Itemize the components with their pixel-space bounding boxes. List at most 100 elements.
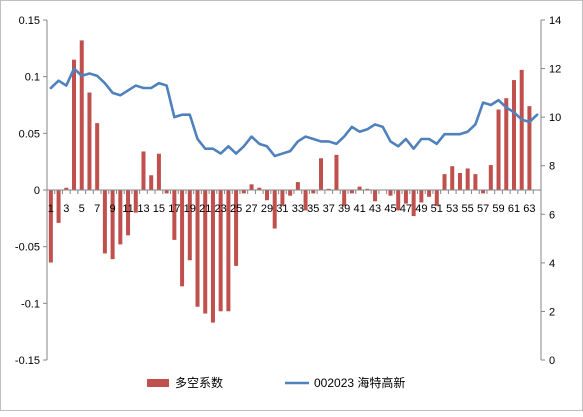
bar-1 xyxy=(48,190,53,263)
bar-36 xyxy=(319,158,324,190)
bar-61 xyxy=(511,80,516,190)
bar-32 xyxy=(288,190,293,196)
bar-56 xyxy=(473,174,478,190)
bar-40 xyxy=(349,190,354,194)
bar-41 xyxy=(357,186,362,190)
x-tick-label: 43 xyxy=(369,203,381,215)
x-tick-label: 27 xyxy=(245,203,257,215)
x-tick-label: 29 xyxy=(261,203,273,215)
bar-2 xyxy=(56,190,61,223)
x-tick-label: 11 xyxy=(122,203,133,215)
right-tick-label: 14 xyxy=(549,15,561,27)
x-tick-label: 45 xyxy=(384,203,396,215)
x-tick-label: 9 xyxy=(110,203,116,215)
left-tick-label: -0.15 xyxy=(15,355,40,367)
bar-45 xyxy=(388,190,393,196)
bar-20 xyxy=(195,190,200,307)
bar-30 xyxy=(272,190,277,229)
x-tick-label: 39 xyxy=(338,203,350,215)
x-tick-label: 13 xyxy=(137,203,149,215)
bar-12 xyxy=(133,190,138,213)
bar-series xyxy=(48,40,532,323)
bar-33 xyxy=(295,182,300,190)
x-tick-label: 37 xyxy=(323,203,335,215)
x-tick-label: 33 xyxy=(292,203,304,215)
bar-31 xyxy=(280,190,285,206)
x-tick-label: 55 xyxy=(462,203,474,215)
bar-17 xyxy=(172,190,177,240)
right-tick-label: 6 xyxy=(549,209,555,221)
bar-38 xyxy=(334,154,339,190)
left-tick-label: 0 xyxy=(34,185,40,197)
x-tick-label: 19 xyxy=(184,203,196,215)
bar-53 xyxy=(450,166,455,190)
bar-21 xyxy=(203,190,208,314)
bar-37 xyxy=(326,188,331,190)
right-tick-label: 4 xyxy=(549,258,555,270)
left-tick-label: 0.05 xyxy=(19,128,40,140)
x-tick-label: 3 xyxy=(63,203,69,215)
bar-10 xyxy=(118,190,123,245)
legend-line-label: 002023 海特高新 xyxy=(314,375,405,390)
bar-55 xyxy=(465,168,470,190)
bar-59 xyxy=(496,109,501,190)
bar-13 xyxy=(141,151,146,190)
bar-42 xyxy=(365,188,370,190)
bar-29 xyxy=(264,190,269,201)
bar-39 xyxy=(342,190,347,206)
right-tick-label: 0 xyxy=(549,355,555,367)
bar-8 xyxy=(102,190,107,254)
bar-50 xyxy=(427,190,432,197)
bar-14 xyxy=(149,175,154,190)
x-tick-label: 57 xyxy=(477,203,489,215)
bar-23 xyxy=(218,190,223,312)
x-tick-label: 49 xyxy=(415,203,427,215)
x-tick-label: 15 xyxy=(153,203,165,215)
x-tick-label: 51 xyxy=(431,203,443,215)
x-tick-label: 59 xyxy=(492,203,504,215)
bar-16 xyxy=(164,190,169,194)
left-tick-label: 0.1 xyxy=(25,72,40,84)
bar-51 xyxy=(434,190,439,206)
x-tick-label: 1 xyxy=(48,203,54,215)
bar-9 xyxy=(110,190,115,260)
bar-25 xyxy=(234,190,239,266)
bar-24 xyxy=(226,190,231,312)
bar-62 xyxy=(519,69,524,190)
x-tick-label: 7 xyxy=(94,203,100,215)
legend-bar-swatch xyxy=(147,379,169,387)
x-tick-label: 17 xyxy=(168,203,180,215)
bar-46 xyxy=(396,190,401,211)
right-tick-label: 2 xyxy=(549,306,555,318)
bar-27 xyxy=(249,184,254,190)
bar-22 xyxy=(210,190,215,323)
left-tick-label: 0.15 xyxy=(19,15,40,27)
bar-48 xyxy=(411,190,416,217)
x-tick-label: 61 xyxy=(508,203,520,215)
x-tick-label: 25 xyxy=(230,203,242,215)
bar-15 xyxy=(156,153,161,190)
bar-54 xyxy=(457,173,462,190)
legend: 多空系数 002023 海特高新 xyxy=(147,375,405,390)
x-tick-label: 53 xyxy=(446,203,458,215)
legend-bar-label: 多空系数 xyxy=(175,375,223,390)
bar-18 xyxy=(180,190,185,287)
bar-3 xyxy=(64,187,69,190)
right-tick-label: 10 xyxy=(549,112,561,124)
bar-52 xyxy=(442,174,447,190)
bar-49 xyxy=(419,190,424,203)
bar-26 xyxy=(241,190,246,194)
bar-6 xyxy=(87,92,92,190)
right-tick-label: 8 xyxy=(549,161,555,173)
line-series xyxy=(49,67,539,158)
left-tick-label: -0.1 xyxy=(21,298,40,310)
bar-43 xyxy=(373,190,378,202)
x-tick-label: 41 xyxy=(353,203,365,215)
bar-28 xyxy=(257,187,262,190)
bar-5 xyxy=(79,40,84,191)
bar-58 xyxy=(488,165,493,190)
x-tick-label: 5 xyxy=(79,203,85,215)
